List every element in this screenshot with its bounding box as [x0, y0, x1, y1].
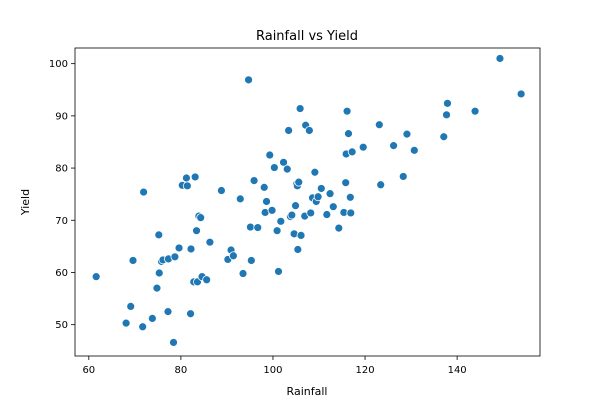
data-point — [154, 230, 164, 240]
data-point — [376, 180, 386, 190]
data-point — [182, 181, 192, 191]
data-point — [253, 223, 263, 232]
data-point — [345, 192, 355, 202]
data-point — [313, 192, 323, 202]
data-point — [154, 268, 164, 278]
data-point — [342, 106, 352, 116]
data-point — [126, 302, 136, 311]
data-point — [389, 141, 398, 151]
data-point — [205, 237, 215, 247]
data-point — [246, 256, 256, 265]
data-point — [284, 126, 294, 135]
y-tick-label: 80 — [55, 164, 68, 175]
data-point — [138, 322, 148, 332]
data-point — [190, 172, 200, 182]
data-point — [169, 338, 178, 347]
data-point — [495, 54, 505, 63]
data-point — [269, 163, 279, 172]
data-point — [358, 142, 368, 152]
x-axis: 60 80 100 120 140 — [82, 356, 467, 376]
data-point — [402, 129, 412, 139]
data-point — [442, 110, 451, 120]
data-point — [409, 145, 419, 155]
data-point — [316, 184, 326, 193]
y-tick-label: 70 — [55, 216, 68, 227]
y-tick-label: 90 — [55, 111, 68, 122]
data-point — [174, 243, 184, 253]
data-point — [182, 173, 191, 183]
data-point — [152, 283, 162, 293]
data-point — [192, 226, 201, 236]
x-tick-label: 120 — [356, 365, 375, 376]
data-point — [398, 172, 408, 181]
data-point — [516, 89, 526, 99]
data-point — [334, 223, 344, 233]
y-axis-title: Yield — [19, 189, 32, 216]
data-point — [91, 272, 101, 282]
data-point — [294, 177, 304, 187]
data-point — [310, 167, 320, 177]
data-point — [217, 186, 226, 195]
data-points — [91, 54, 526, 347]
data-point — [121, 318, 131, 328]
y-tick-label: 100 — [49, 59, 68, 70]
data-point — [470, 106, 480, 116]
x-tick-label: 80 — [175, 365, 188, 376]
data-point — [279, 157, 288, 167]
data-point — [186, 309, 195, 319]
data-point — [228, 251, 238, 261]
data-point — [347, 147, 357, 157]
data-point — [186, 244, 196, 254]
data-point — [374, 120, 384, 130]
data-point — [238, 269, 248, 278]
data-point — [304, 126, 314, 135]
data-point — [196, 213, 206, 223]
data-point — [282, 164, 292, 174]
x-tick-label: 60 — [82, 365, 95, 376]
data-point — [346, 208, 356, 218]
data-point — [325, 189, 335, 199]
data-point — [439, 132, 449, 142]
data-point — [276, 216, 286, 226]
data-point — [262, 197, 271, 206]
data-point — [295, 104, 305, 113]
data-point — [147, 314, 157, 323]
plot-frame — [74, 47, 541, 357]
data-point — [139, 187, 149, 197]
data-point — [259, 182, 269, 192]
x-tick-label: 140 — [448, 365, 467, 376]
data-point — [267, 205, 277, 215]
data-point — [170, 252, 180, 262]
chart-title: Rainfall vs Yield — [256, 29, 358, 44]
data-point — [274, 267, 283, 276]
data-point — [287, 210, 297, 220]
data-point — [249, 176, 259, 186]
data-point — [344, 129, 353, 139]
data-point — [341, 178, 351, 188]
data-point — [443, 98, 452, 108]
data-point — [128, 256, 138, 265]
data-point — [235, 194, 245, 204]
data-point — [244, 75, 253, 85]
x-tick-label: 100 — [263, 365, 282, 376]
data-point — [306, 208, 316, 218]
y-tick-label: 60 — [55, 268, 68, 279]
data-point — [272, 226, 282, 236]
data-point — [163, 307, 173, 317]
data-point — [246, 222, 255, 232]
x-axis-title: Rainfall — [287, 385, 328, 398]
data-point — [296, 231, 306, 240]
y-tick-label: 50 — [55, 320, 68, 331]
data-point — [202, 275, 212, 285]
data-point — [291, 201, 300, 211]
y-axis: 50 60 70 80 90 100 — [49, 59, 75, 331]
data-point — [328, 202, 338, 212]
data-point — [293, 245, 303, 254]
data-point — [265, 150, 275, 160]
data-point — [322, 210, 332, 219]
